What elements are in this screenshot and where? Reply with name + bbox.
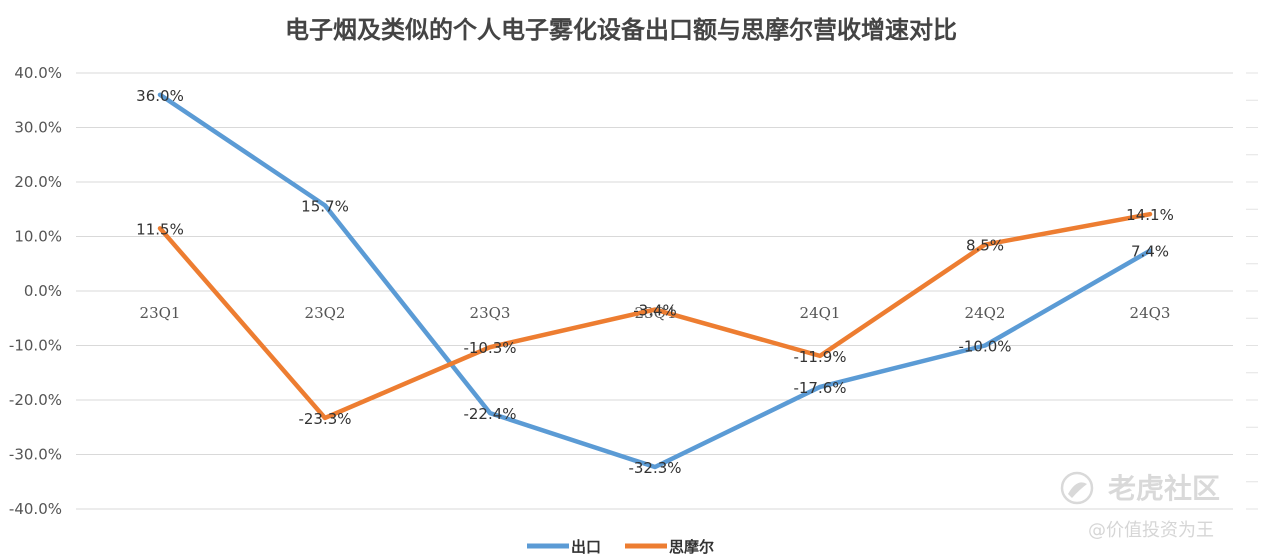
data-label: 15.7% <box>301 197 349 215</box>
legend-label: 出口 <box>571 538 601 556</box>
y-tick-label: 30.0% <box>14 119 62 137</box>
data-label: 14.1% <box>1126 206 1174 224</box>
y-tick-label: 20.0% <box>14 173 62 191</box>
data-label: -10.3% <box>463 339 516 357</box>
y-tick-label: -10.0% <box>9 337 62 355</box>
data-label: 11.5% <box>136 220 184 238</box>
data-label: -17.6% <box>793 379 846 397</box>
data-label: 36.0% <box>136 87 184 105</box>
data-label: -32.3% <box>628 459 681 477</box>
y-tick-label: 40.0% <box>14 64 62 82</box>
series-line-0 <box>157 92 1153 470</box>
chart-title: 电子烟及类似的个人电子雾化设备出口额与思摩尔营收增速对比 <box>285 16 957 44</box>
legend-label: 思摩尔 <box>669 538 714 556</box>
y-tick-label: -40.0% <box>9 500 62 518</box>
y-tick-label: -20.0% <box>9 391 62 409</box>
data-labels: 36.0% 15.7% -22.4% -32.3% -17.6% -10.0% 7.4% 11… <box>136 87 1174 477</box>
x-axis-tick-labels: 23Q1 23Q2 23Q3 23Q4 24Q1 24Q2 24Q3 <box>140 304 1171 322</box>
y-axis-tick-labels: 40.0% 30.0% 20.0% 10.0% 0.0% -10.0% -20.0% -30.… <box>9 64 62 518</box>
y-tick-label: -30.0% <box>9 446 62 464</box>
watermark-handle: @价值投资为王 <box>1088 520 1214 541</box>
data-label: -22.4% <box>463 405 516 423</box>
x-tick-label: 24Q3 <box>1130 304 1171 322</box>
y-tick-label: 0.0% <box>24 282 62 300</box>
data-label: 8.5% <box>966 237 1004 255</box>
data-label: 7.4% <box>1131 243 1169 261</box>
x-tick-label: 23Q2 <box>305 304 346 322</box>
data-label: -23.3% <box>298 410 351 428</box>
gridlines <box>76 72 1258 510</box>
data-label: -3.4% <box>633 302 677 320</box>
tiger-logo-icon <box>1060 471 1094 505</box>
x-tick-label: 24Q2 <box>965 304 1006 322</box>
series-line-1 <box>157 211 1153 421</box>
watermark-brand: 老虎社区 <box>1108 472 1220 505</box>
watermark: 老虎社区 @价值投资为王 <box>1060 471 1220 541</box>
x-tick-label: 23Q3 <box>470 304 511 322</box>
y-tick-label: 10.0% <box>14 228 62 246</box>
data-label: -11.9% <box>793 348 846 366</box>
data-label: -10.0% <box>958 338 1011 356</box>
x-tick-label: 23Q4 <box>635 304 676 322</box>
x-tick-label: 24Q1 <box>800 304 841 322</box>
legend: 出口 思摩尔 <box>527 538 714 556</box>
x-tick-label: 23Q1 <box>140 304 181 322</box>
series-lines <box>157 92 1153 470</box>
